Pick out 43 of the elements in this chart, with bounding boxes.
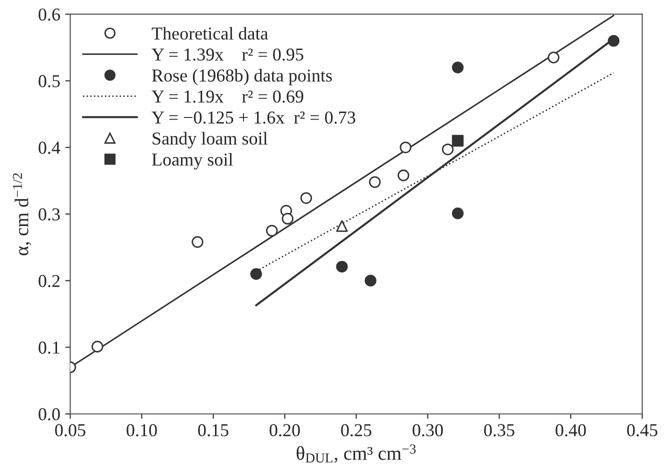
point: [452, 62, 464, 74]
legend-label: Y = 1.19x r² = 0.69: [152, 90, 304, 103]
legend-label: Theoretical data: [152, 26, 268, 40]
legend-label: Y = −0.125 + 1.6x r² = 0.73: [152, 111, 356, 124]
point: [336, 220, 348, 232]
x-tick-label: 0.25: [341, 424, 372, 436]
y-axis-title: α, cm d$^{−1/2}$: [12, 173, 32, 256]
x-tick-label: 0.30: [412, 424, 443, 436]
x-tick-label: 0.05: [55, 424, 86, 436]
x-tick-label: 0.10: [126, 424, 157, 436]
y-tick-label: 0.1: [38, 342, 60, 354]
point: [452, 208, 464, 220]
point: [368, 176, 381, 188]
x-tick-label: 0.35: [484, 424, 514, 436]
x-tick-label: 0.45: [627, 424, 658, 436]
legend-label: Rose (1968b) data points: [152, 68, 332, 86]
point: [452, 134, 464, 147]
legend-label: Sandy loam soil: [152, 132, 268, 148]
point: [400, 142, 412, 154]
x-tick-label: 0.15: [198, 424, 228, 436]
point: [92, 340, 104, 352]
point: [300, 192, 312, 204]
y-tick-label: 0.2: [38, 274, 60, 288]
point: [336, 260, 348, 273]
y-tick-label: 0.6: [38, 8, 60, 21]
x-axis-title: θ$_{DUL}$, cm³ cm$^{−3}$: [296, 444, 416, 463]
point: [250, 268, 262, 280]
point: [548, 52, 560, 64]
point: [266, 224, 278, 237]
legend-label: Y = 1.39x r² = 0.95: [152, 48, 304, 61]
legend-label: Loamy soil: [152, 152, 233, 170]
x-tick-label: 0.20: [270, 424, 300, 436]
x-tick-label: 0.40: [556, 424, 586, 436]
y-tick-label: 0.5: [38, 75, 60, 88]
point: [398, 170, 410, 182]
y-tick-label: 0.4: [38, 142, 60, 154]
point: [364, 274, 376, 286]
y-tick-label: 0.3: [38, 208, 60, 221]
point: [442, 144, 454, 156]
y-tick-label: 0.0: [38, 408, 60, 420]
point: [192, 236, 204, 248]
point: [608, 34, 620, 47]
point: [282, 212, 294, 225]
